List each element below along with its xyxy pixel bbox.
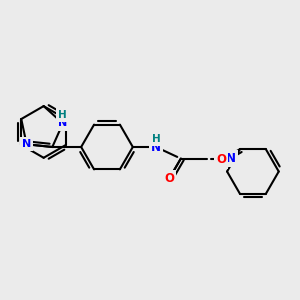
Text: H: H — [152, 134, 160, 144]
Text: O: O — [164, 172, 174, 185]
Text: O: O — [216, 153, 226, 167]
Text: N: N — [226, 152, 236, 165]
Text: H: H — [58, 110, 67, 120]
Text: N: N — [58, 118, 68, 128]
Text: N: N — [151, 140, 161, 154]
Text: N: N — [22, 139, 31, 149]
